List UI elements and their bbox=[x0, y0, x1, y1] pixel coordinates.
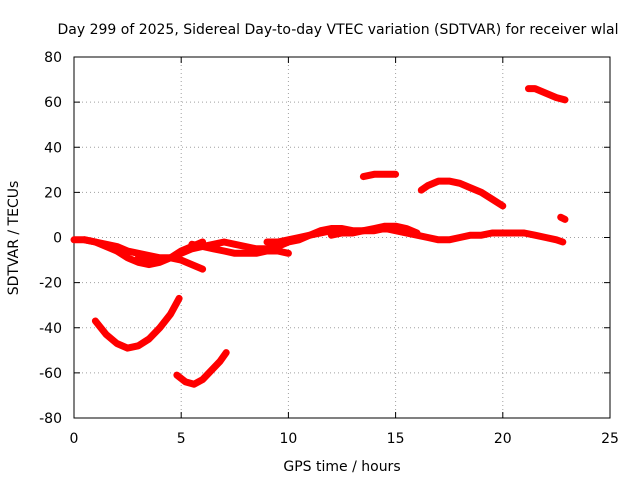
x-tick-label: 25 bbox=[601, 431, 619, 447]
y-tick-label: -40 bbox=[39, 321, 62, 337]
data-series bbox=[70, 85, 569, 388]
y-tick-label: 60 bbox=[44, 95, 62, 111]
x-tick-label: 15 bbox=[387, 431, 405, 447]
x-tick-label: 20 bbox=[494, 431, 512, 447]
chart-title: Day 299 of 2025, Sidereal Day-to-day VTE… bbox=[57, 22, 618, 38]
grid-lines bbox=[74, 57, 610, 418]
y-axis-ticks: -80 -60 -40 -20 0 20 40 60 80 bbox=[39, 50, 610, 427]
x-tick-label: 5 bbox=[177, 431, 186, 447]
series-line-arc-10 bbox=[417, 177, 507, 210]
series-line-arc-8 bbox=[327, 225, 567, 246]
series-line-arc-11 bbox=[525, 85, 569, 104]
y-tick-label: -20 bbox=[39, 276, 62, 292]
series-line-arc-6 bbox=[173, 349, 230, 388]
y-tick-label: 40 bbox=[44, 140, 62, 156]
series-line-arc-5 bbox=[91, 294, 183, 352]
y-tick-label: 80 bbox=[44, 50, 62, 66]
y-tick-label: -60 bbox=[39, 366, 62, 382]
x-axis-label: GPS time / hours bbox=[283, 459, 400, 475]
y-tick-label: -80 bbox=[39, 411, 62, 427]
y-tick-label: 20 bbox=[44, 185, 62, 201]
series-line-arc-9 bbox=[359, 170, 400, 181]
x-tick-label: 0 bbox=[70, 431, 79, 447]
y-tick-label: 0 bbox=[53, 231, 62, 247]
series-line-arc-12 bbox=[557, 213, 569, 223]
y-axis-label: SDTVAR / TECUs bbox=[6, 181, 22, 296]
series-line-arc-4 bbox=[188, 240, 292, 257]
series-line-arc-7 bbox=[263, 222, 421, 246]
x-axis-ticks: 0 5 10 15 20 25 bbox=[70, 57, 619, 447]
x-tick-label: 10 bbox=[279, 431, 297, 447]
